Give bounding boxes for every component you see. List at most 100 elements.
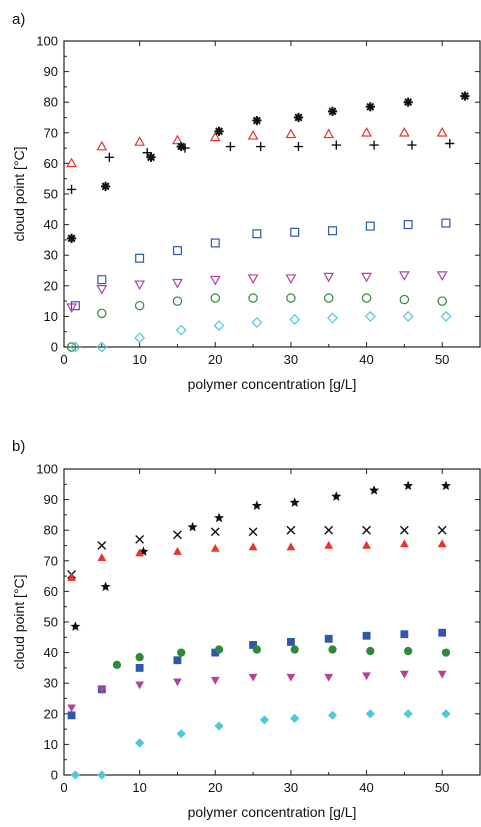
x-tick-label: 20	[208, 352, 222, 367]
data-point-open-triangle-up	[96, 140, 108, 151]
data-point-open-triangle-up	[172, 134, 183, 145]
data-point-open-triangle-down	[398, 271, 410, 281]
y-tick-label: 60	[44, 584, 58, 599]
data-point-open-diamond	[402, 310, 414, 322]
data-point-filled-square	[211, 648, 220, 657]
series-filled-diamond	[70, 709, 451, 780]
data-point-filled-square	[135, 663, 144, 672]
data-point-plus	[225, 141, 235, 152]
data-point-filled-circle	[404, 646, 413, 656]
data-point-filled-square	[438, 628, 447, 637]
data-point-open-circle	[399, 294, 410, 305]
data-point-filled-triangle-down	[324, 673, 334, 682]
data-point-open-square	[97, 275, 107, 285]
x-tick-label: 50	[435, 780, 449, 795]
data-point-filled-triangle-up	[67, 573, 76, 581]
data-point-filled-square	[249, 641, 258, 649]
data-point-open-diamond	[440, 310, 452, 322]
data-point-cross	[135, 534, 145, 544]
data-point-open-diamond	[134, 332, 146, 344]
data-point-filled-star	[289, 497, 300, 507]
data-point-filled-star	[251, 500, 262, 510]
data-point-cross	[324, 525, 334, 535]
data-point-asterisk	[176, 141, 186, 152]
data-point-plus	[66, 184, 77, 195]
series-open-circle	[66, 293, 447, 352]
y-tick-label: 100	[36, 34, 58, 49]
x-tick-label: 40	[359, 352, 373, 367]
data-point-filled-triangle-up	[135, 548, 145, 557]
data-point-open-square	[290, 227, 300, 237]
y-tick-label: 0	[51, 768, 58, 783]
y-tick-label: 20	[44, 706, 58, 721]
data-point-cross	[286, 525, 296, 535]
data-point-filled-triangle-up	[210, 543, 220, 552]
data-point-open-triangle-up	[134, 136, 146, 146]
data-point-asterisk	[403, 97, 413, 107]
data-point-filled-triangle-up	[399, 539, 409, 548]
y-tick-label: 80	[44, 95, 58, 110]
y-tick-label: 70	[44, 125, 58, 140]
x-axis-title: polymer concentration [g/L]	[188, 804, 357, 820]
data-point-asterisk	[66, 233, 77, 243]
data-point-open-circle	[248, 293, 258, 303]
data-point-filled-triangle-up	[324, 540, 334, 549]
series-filled-triangle-up	[67, 539, 447, 581]
data-point-open-circle	[361, 293, 372, 303]
data-point-open-triangle-down	[323, 272, 335, 283]
panel-label: b)	[12, 438, 25, 455]
data-point-cross	[97, 541, 107, 550]
data-point-open-triangle-up	[285, 128, 297, 139]
data-point-filled-square	[173, 656, 182, 665]
y-tick-label: 30	[44, 676, 58, 691]
data-point-open-triangle-down	[285, 274, 297, 284]
data-point-open-triangle-up	[66, 157, 77, 168]
x-tick-label: 10	[132, 780, 146, 795]
data-point-filled-star	[100, 581, 111, 592]
data-point-filled-square	[286, 637, 295, 646]
data-point-open-diamond	[251, 317, 263, 328]
x-tick-label: 30	[284, 352, 298, 367]
data-point-filled-circle	[177, 648, 186, 657]
data-point-open-square	[252, 229, 262, 239]
data-point-plus	[369, 140, 379, 150]
data-point-filled-triangle-down	[97, 686, 107, 694]
data-point-open-diamond	[289, 314, 301, 325]
y-tick-label: 40	[44, 645, 58, 660]
data-point-open-triangle-up	[323, 128, 335, 139]
data-point-open-diamond	[175, 324, 187, 336]
y-tick-label: 50	[44, 187, 58, 202]
y-tick-label: 100	[36, 462, 58, 477]
data-point-open-square	[172, 246, 182, 256]
x-tick-label: 30	[284, 780, 298, 795]
data-point-open-triangle-down	[66, 303, 77, 314]
data-point-asterisk	[327, 106, 338, 116]
series-filled-triangle-down	[67, 670, 447, 713]
data-point-filled-triangle-down	[362, 672, 371, 681]
series-asterisk	[66, 91, 470, 243]
data-point-open-circle	[97, 308, 107, 319]
data-point-open-diamond	[213, 320, 225, 332]
data-point-open-square	[403, 220, 413, 230]
data-point-filled-diamond	[327, 710, 338, 720]
data-point-open-triangle-down	[361, 272, 372, 283]
data-point-open-triangle-down	[247, 274, 259, 284]
data-point-open-circle	[172, 296, 183, 306]
data-point-filled-triangle-up	[173, 547, 182, 555]
y-tick-label: 0	[51, 340, 58, 355]
x-tick-label: 40	[359, 780, 373, 795]
data-point-plus	[331, 140, 341, 150]
data-point-filled-circle	[112, 660, 122, 669]
data-point-open-square	[365, 221, 375, 231]
data-point-filled-star	[403, 480, 414, 491]
data-point-cross	[362, 525, 371, 535]
data-point-open-triangle-up	[247, 130, 259, 140]
data-point-filled-square	[400, 630, 409, 639]
data-point-filled-triangle-up	[286, 542, 296, 551]
data-point-filled-triangle-down	[286, 673, 296, 682]
data-point-open-square	[327, 226, 338, 236]
data-point-filled-triangle-down	[173, 678, 182, 687]
data-point-filled-diamond	[441, 709, 451, 719]
data-point-filled-diamond	[214, 721, 224, 731]
series-open-diamond	[69, 310, 452, 353]
